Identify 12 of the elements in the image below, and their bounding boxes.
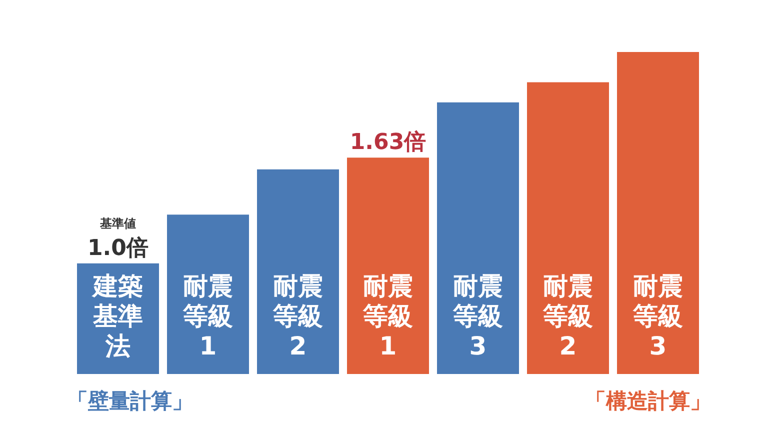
x-tick-label: 建築基準法 — [91, 272, 143, 360]
annotation: 基準値 — [99, 216, 136, 230]
x-tick-label: 耐震等級2 — [542, 272, 593, 360]
x-tick-label: 耐震等級3 — [632, 272, 683, 360]
x-tick-label: 耐震等級3 — [452, 272, 503, 360]
data-label: 1.0倍 — [88, 236, 148, 261]
data-label: 1.63倍 — [350, 130, 426, 156]
x-tick-label: 耐震等級1 — [362, 272, 413, 360]
series-label: 「壁量計算」 — [67, 388, 193, 415]
x-tick-label: 耐震等級2 — [272, 272, 323, 360]
series-label: 「構造計算」 — [585, 388, 711, 415]
x-tick-label: 耐震等級1 — [182, 272, 233, 360]
